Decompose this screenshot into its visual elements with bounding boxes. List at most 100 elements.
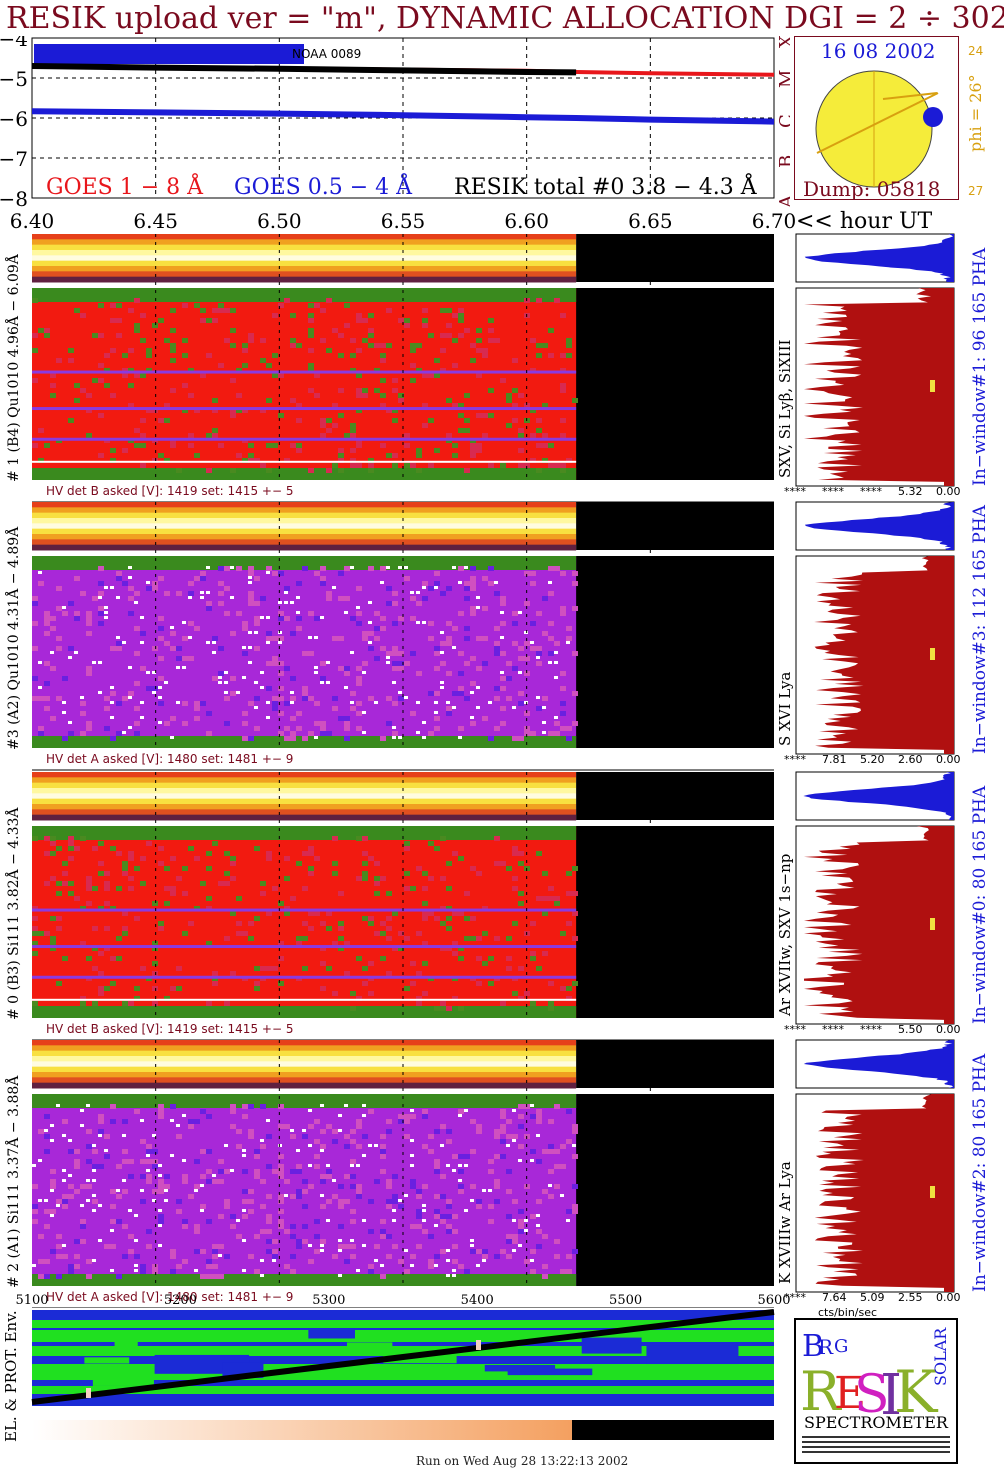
hour-tick-label: 6.65 [628, 209, 673, 233]
goes-class-letters: X M C B A [776, 36, 790, 209]
pha-tick-label: 0.00 [936, 753, 961, 766]
dump-label: Dump: 05818 [803, 177, 941, 201]
goes-class-letter: X [776, 36, 790, 48]
hour-tick-label: 6.50 [257, 209, 302, 233]
pha-tick-label: **** [860, 1023, 882, 1036]
pha-tick-label: **** [860, 485, 882, 498]
hour-tick-label: 6.45 [133, 209, 178, 233]
env-trend-line [31, 1309, 775, 1405]
pha-histogram [795, 501, 955, 755]
pha-tick-label: **** [784, 1023, 806, 1036]
svg-text:S: S [854, 1365, 890, 1425]
channel-map [32, 502, 774, 771]
svg-text:K: K [894, 1358, 939, 1426]
pha-tick-label: **** [784, 753, 806, 766]
region-bar [34, 44, 304, 64]
channel-left-label: # 2 (A1) Si111 3.37Å − 3.88Å [6, 1075, 22, 1288]
pha-tick-label: 2.55 [898, 1291, 923, 1304]
page-title: RESIK upload ver = "m", DYNAMIC ALLOCATI… [6, 1, 1004, 36]
svg-text:R: R [800, 1360, 842, 1423]
sun-disk [815, 70, 943, 188]
goes-series-line [31, 108, 775, 125]
region-label: NOAA 0089 [292, 47, 361, 61]
hour-tick-label: 6.40 [10, 209, 55, 233]
svg-text:E: E [834, 1368, 866, 1419]
svg-text:G: G [834, 1336, 848, 1357]
pha-histogram [795, 1039, 955, 1293]
env-strip [32, 1420, 572, 1440]
pha-tick-label: **** [784, 485, 806, 498]
pha-tick-label: 5.09 [860, 1291, 885, 1304]
env-label: EL. & PROT. Env. [2, 1310, 20, 1442]
logo-caption: SPECTROMETER [804, 1413, 949, 1432]
channel-hv-text: HV det B asked [V]: 1419 set: 1415 +− 5 [46, 1022, 294, 1036]
sun-marker [923, 107, 943, 127]
channel-line-label: SXV, Si Lyβ, SiXIII [776, 339, 794, 478]
channel-window-label: In−window#0: 80 165 PHA [970, 785, 990, 1024]
channel-window-label: In−window#1: 96 165 PHA [970, 247, 990, 486]
channel-map [32, 1040, 774, 1308]
goes-y-tick: −8 [0, 187, 28, 211]
channel-window-label: In−window#3: 112 165 PHA [970, 505, 990, 754]
channel-hv-text: HV det A asked [V]: 1480 set: 1481 +− 9 [46, 752, 294, 766]
sun-date: 16 08 2002 [821, 39, 936, 63]
channel-map [32, 234, 774, 503]
channel-left-label: # 0 (B3) Si111 3.82Å − 4.33Å [6, 807, 22, 1020]
channel-line-label: S XVI Lya [776, 671, 794, 746]
bottom-tick-label: 5100 [15, 1293, 48, 1308]
bottom-tick-label: 5400 [461, 1293, 494, 1308]
channel-map [32, 772, 774, 1041]
pha-histograms [795, 233, 955, 1293]
legend-resik: RESIK total #0 3.8 − 4.3 Å [454, 172, 758, 200]
pha-tick-label: 2.60 [898, 753, 923, 766]
goes-class-letter: B [776, 155, 790, 168]
svg-text:I: I [880, 1363, 902, 1428]
goes-y-tick: −7 [0, 147, 28, 171]
channel-window-label: In−window#2: 80 165 PHA [970, 1053, 990, 1292]
bottom-tick-label: 5300 [312, 1293, 345, 1308]
legend-goes-short: GOES 0.5 − 4 Å [234, 172, 413, 200]
hour-tick-label: 6.60 [504, 209, 549, 233]
pha-tick-label: 5.32 [898, 485, 923, 498]
legend-goes-long: GOES 1 − 8 Å [46, 172, 204, 200]
svg-text:R: R [818, 1335, 834, 1359]
resik-logo: B R G R E S I K SOLAR SPECTROMETER [794, 1318, 958, 1464]
hour-axis: 6.40 6.45 6.50 6.55 6.60 6.65 6.70 << hour UT [10, 209, 933, 234]
pha-tick-label: 0.00 [936, 1291, 961, 1304]
channel-left-label: #3 (A2) Qu1010 4.31Å − 4.89Å [6, 526, 22, 750]
bottom-tick-label: 5200 [164, 1293, 197, 1308]
goes-class-letter: C [776, 114, 790, 128]
pha-histogram [795, 771, 955, 1025]
hour-tick-label: 6.70 [752, 209, 797, 233]
channel-line-label: Ar XVIIw, SXV 1s−np [776, 853, 794, 1016]
goes-y-tick: −6 [0, 107, 28, 131]
sun-edge-top: 24 [968, 44, 984, 58]
sun-panel: 16 08 2002 Dump: 05818 [794, 36, 959, 201]
pha-tick-label: **** [822, 1023, 844, 1036]
footer-run-info: Run on Wed Aug 28 13:22:13 2002 [416, 1454, 629, 1468]
sun-phi: phi = 26° [966, 74, 985, 152]
goes-y-tick: −4 [0, 36, 28, 51]
channel-hv-text: HV det A asked [V]: 1480 set: 1481 +− 9 [46, 1290, 294, 1304]
pha-tick-label: 5.20 [860, 753, 885, 766]
pha-tick-label: **** [784, 1291, 806, 1304]
goes-series [31, 63, 775, 125]
svg-text:SOLAR: SOLAR [931, 1327, 950, 1386]
pha-tick-label: 0.00 [936, 1023, 961, 1036]
bottom-tick-label: 5500 [609, 1293, 642, 1308]
pha-unit: cts/bin/sec [818, 1306, 878, 1319]
pha-tick-label: 7.81 [822, 753, 847, 766]
channel-left-label: # 1 (B4) Qu1010 4.96Å − 6.09Å [6, 254, 22, 482]
env-panel: 5100 5200 5300 5400 5500 5600 [15, 1293, 790, 1440]
hour-axis-unit: << hour UT [796, 209, 932, 234]
spectrogram-maps [32, 234, 774, 1308]
goes-y-tick-labels: −4 −5 −6 −7 −8 [0, 36, 28, 211]
svg-text:B: B [802, 1329, 824, 1364]
bottom-tick-label: 5600 [757, 1293, 790, 1308]
goes-class-letter: A [776, 194, 790, 209]
pha-tick-label: 0.00 [936, 485, 961, 498]
hour-tick-label: 6.55 [381, 209, 426, 233]
goes-class-letter: M [776, 70, 790, 88]
goes-series-line [31, 63, 577, 76]
sun-edge-bottom: 27 [968, 184, 984, 198]
